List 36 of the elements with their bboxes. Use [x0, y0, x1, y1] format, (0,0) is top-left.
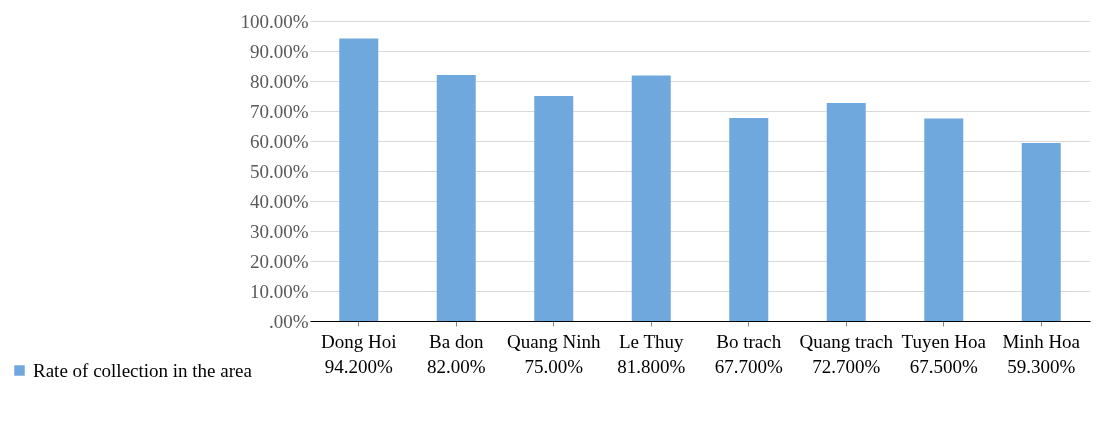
data-label: 75.00% — [524, 356, 584, 377]
data-label: 82.00% — [426, 356, 486, 377]
x-tick-label: Quang trach — [799, 330, 894, 352]
data-label: 67.500% — [909, 356, 978, 377]
y-tick-label: 80.00% — [249, 70, 309, 92]
x-tick-label: Ba don — [429, 330, 484, 352]
data-label: 72.700% — [812, 356, 881, 377]
y-tick-label: 10.00% — [249, 280, 309, 302]
bar — [534, 96, 574, 321]
bar — [436, 75, 476, 321]
x-tick-label: Bo trach — [716, 330, 782, 352]
y-tick-label: 40.00% — [249, 190, 309, 212]
x-tick-label: Minh Hoa — [1002, 330, 1081, 352]
data-label: 59.300% — [1007, 356, 1076, 377]
y-tick-label: 70.00% — [249, 100, 309, 122]
y-tick-label: 60.00% — [249, 130, 309, 152]
data-label: 94.200% — [324, 356, 393, 377]
bar — [924, 118, 964, 321]
bar — [729, 117, 769, 321]
data-label: 81.800% — [617, 356, 686, 377]
x-tick-label: Le Thuy — [618, 330, 685, 352]
y-tick-label: 20.00% — [249, 250, 309, 272]
x-tick-label: Quang Ninh — [507, 330, 601, 352]
y-tick-label: 100.00% — [240, 10, 309, 32]
y-tick-label: .00% — [268, 310, 309, 332]
bar — [826, 102, 866, 321]
x-tick-label: Tuyen Hoa — [901, 330, 987, 352]
y-tick-label: 30.00% — [249, 220, 309, 242]
bar — [1021, 143, 1061, 321]
y-tick-label: 90.00% — [249, 40, 309, 62]
y-tick-label: 50.00% — [249, 160, 309, 182]
data-label: 67.700% — [714, 356, 783, 377]
legend-label: Rate of collection in the area — [33, 359, 253, 381]
bar — [631, 75, 671, 321]
bar — [339, 38, 379, 321]
x-tick-label: Dong Hoi — [321, 330, 397, 352]
